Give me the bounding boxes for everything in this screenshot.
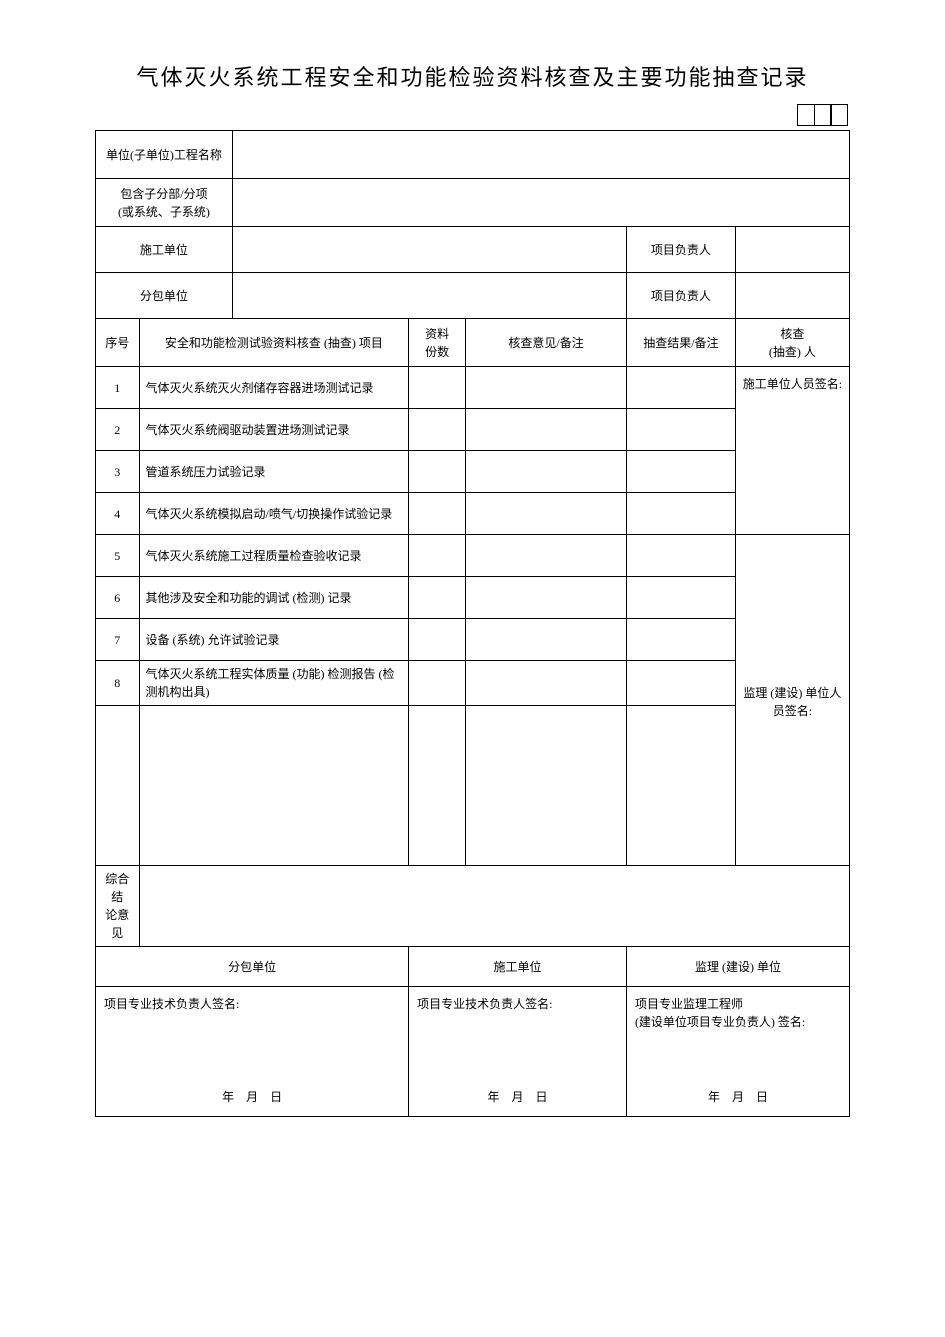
blank-copies[interactable] (409, 706, 466, 866)
checkbox-1[interactable] (797, 104, 815, 126)
item-copies-6[interactable] (409, 577, 466, 619)
inspector-sig-top[interactable]: 施工单位人员签名: (735, 367, 849, 535)
main-form-table: 单位(子单位)工程名称 包含子分部/分项 (或系统、子系统) 施工单位 项目负责… (95, 130, 850, 1117)
item-review-7[interactable] (466, 619, 627, 661)
item-review-1[interactable] (466, 367, 627, 409)
sig-supervision-date: 年 月 日 (627, 1088, 849, 1106)
blank-desc[interactable] (139, 706, 409, 866)
sig-construction-date: 年 月 日 (409, 1088, 626, 1106)
project-leader-value-2[interactable] (735, 273, 849, 319)
item-desc-3: 管道系统压力试验记录 (139, 451, 409, 493)
checkbox-group (95, 104, 850, 126)
item-copies-8[interactable] (409, 661, 466, 706)
sub-section-label: 包含子分部/分项 (或系统、子系统) (96, 179, 233, 227)
item-spot-5[interactable] (626, 535, 735, 577)
item-spot-8[interactable] (626, 661, 735, 706)
item-review-8[interactable] (466, 661, 627, 706)
construction-unit-value[interactable] (232, 227, 626, 273)
item-spot-4[interactable] (626, 493, 735, 535)
item-desc-5: 气体灭火系统施工过程质量检查验收记录 (139, 535, 409, 577)
checkbox-2[interactable] (814, 104, 832, 126)
sub-section-value[interactable] (232, 179, 849, 227)
item-copies-1[interactable] (409, 367, 466, 409)
document-title: 气体灭火系统工程安全和功能检验资料核查及主要功能抽查记录 (95, 60, 850, 92)
item-review-3[interactable] (466, 451, 627, 493)
conclusion-label: 综合结 论意见 (96, 866, 140, 947)
blank-spot[interactable] (626, 706, 735, 866)
item-desc-6: 其他涉及安全和功能的调试 (检测) 记录 (139, 577, 409, 619)
item-review-4[interactable] (466, 493, 627, 535)
checkbox-3[interactable] (830, 104, 848, 126)
col-item: 安全和功能检测试验资料核查 (抽查) 项目 (139, 319, 409, 367)
item-copies-2[interactable] (409, 409, 466, 451)
item-review-5[interactable] (466, 535, 627, 577)
conclusion-value[interactable] (139, 866, 849, 947)
sig-subcontract-header: 分包单位 (96, 947, 409, 987)
blank-review[interactable] (466, 706, 627, 866)
col-copies: 资料 份数 (409, 319, 466, 367)
item-no-1: 1 (96, 367, 140, 409)
item-desc-8: 气体灭火系统工程实体质量 (功能) 检测报告 (检测机构出具) (139, 661, 409, 706)
subcontract-unit-value[interactable] (232, 273, 626, 319)
sig-supervision-label-1: 项目专业监理工程师 (635, 997, 743, 1011)
sig-construction-label: 项目专业技术负责人签名: (417, 997, 552, 1011)
item-copies-5[interactable] (409, 535, 466, 577)
item-spot-3[interactable] (626, 451, 735, 493)
item-copies-3[interactable] (409, 451, 466, 493)
project-leader-label-2: 项目负责人 (626, 273, 735, 319)
item-no-6: 6 (96, 577, 140, 619)
item-no-2: 2 (96, 409, 140, 451)
sig-supervision-header: 监理 (建设) 单位 (626, 947, 849, 987)
item-no-4: 4 (96, 493, 140, 535)
item-review-2[interactable] (466, 409, 627, 451)
item-no-7: 7 (96, 619, 140, 661)
sig-construction-header: 施工单位 (409, 947, 627, 987)
project-leader-label-1: 项目负责人 (626, 227, 735, 273)
construction-unit-label: 施工单位 (96, 227, 233, 273)
item-spot-7[interactable] (626, 619, 735, 661)
item-desc-7: 设备 (系统) 允许试验记录 (139, 619, 409, 661)
blank-seq[interactable] (96, 706, 140, 866)
sig-subcontract-date: 年 月 日 (96, 1088, 408, 1106)
sig-construction-body[interactable]: 项目专业技术负责人签名: 年 月 日 (409, 987, 627, 1117)
project-name-value[interactable] (232, 131, 849, 179)
item-spot-2[interactable] (626, 409, 735, 451)
sig-subcontract-label: 项目专业技术负责人签名: (104, 997, 239, 1011)
col-inspector: 核查 (抽查) 人 (735, 319, 849, 367)
subcontract-unit-label: 分包单位 (96, 273, 233, 319)
sig-supervision-label-2: (建设单位项目专业负责人) 签名: (635, 1015, 805, 1029)
project-name-label: 单位(子单位)工程名称 (96, 131, 233, 179)
item-no-3: 3 (96, 451, 140, 493)
item-copies-7[interactable] (409, 619, 466, 661)
inspector-sig-bottom[interactable]: 监理 (建设) 单位人员签名: (735, 535, 849, 866)
item-spot-1[interactable] (626, 367, 735, 409)
item-desc-1: 气体灭火系统灭火剂储存容器进场测试记录 (139, 367, 409, 409)
item-copies-4[interactable] (409, 493, 466, 535)
project-leader-value-1[interactable] (735, 227, 849, 273)
col-review-opinion: 核查意见/备注 (466, 319, 627, 367)
item-spot-6[interactable] (626, 577, 735, 619)
col-seq: 序号 (96, 319, 140, 367)
item-desc-2: 气体灭火系统阀驱动装置进场测试记录 (139, 409, 409, 451)
item-no-8: 8 (96, 661, 140, 706)
sig-subcontract-body[interactable]: 项目专业技术负责人签名: 年 月 日 (96, 987, 409, 1117)
item-desc-4: 气体灭火系统模拟启动/喷气/切换操作试验记录 (139, 493, 409, 535)
item-review-6[interactable] (466, 577, 627, 619)
item-no-5: 5 (96, 535, 140, 577)
sig-supervision-body[interactable]: 项目专业监理工程师 (建设单位项目专业负责人) 签名: 年 月 日 (626, 987, 849, 1117)
col-spot-result: 抽查结果/备注 (626, 319, 735, 367)
